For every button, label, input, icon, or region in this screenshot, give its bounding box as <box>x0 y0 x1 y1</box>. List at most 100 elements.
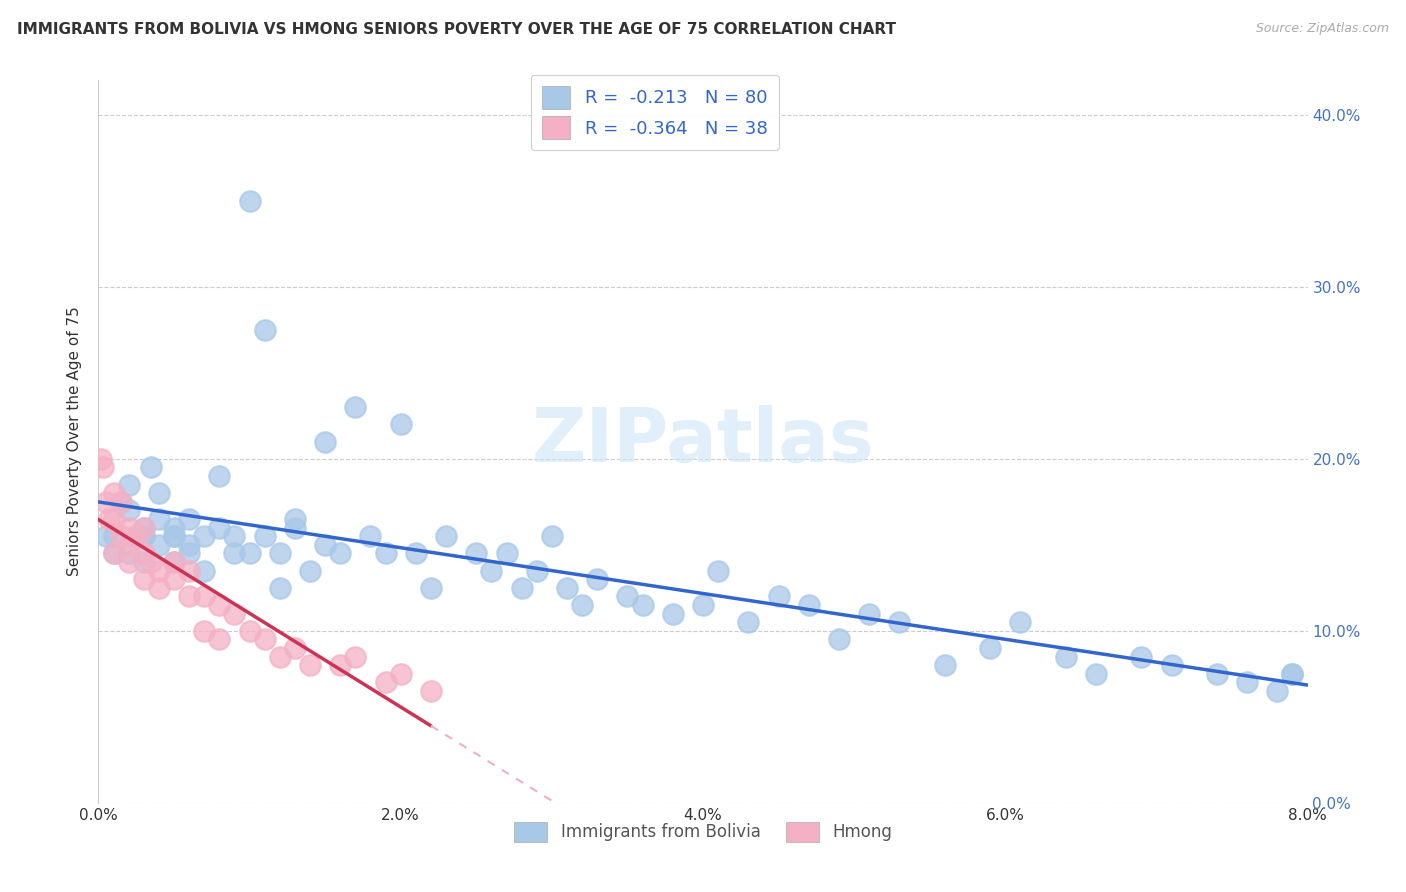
Point <box>193 590 215 604</box>
Point <box>118 520 141 534</box>
Point <box>103 512 125 526</box>
Point <box>540 529 562 543</box>
Point <box>179 564 201 578</box>
Point <box>118 555 141 569</box>
Point <box>118 503 141 517</box>
Point <box>284 640 307 655</box>
Point <box>253 323 276 337</box>
Point <box>510 581 533 595</box>
Point <box>526 564 548 578</box>
Point <box>208 520 231 534</box>
Point <box>314 538 336 552</box>
Point <box>420 581 443 595</box>
Point <box>179 590 201 604</box>
Point <box>90 451 112 466</box>
Point <box>889 615 911 630</box>
Point <box>768 590 790 604</box>
Point <box>465 546 488 560</box>
Point <box>132 520 155 534</box>
Point <box>707 564 730 578</box>
Point <box>163 555 186 569</box>
Point <box>481 564 503 578</box>
Point <box>148 538 170 552</box>
Point <box>179 538 201 552</box>
Point <box>797 598 820 612</box>
Point <box>1010 615 1032 630</box>
Point <box>661 607 683 621</box>
Point <box>118 477 141 491</box>
Point <box>148 486 170 500</box>
Y-axis label: Seniors Poverty Over the Age of 75: Seniors Poverty Over the Age of 75 <box>67 307 83 576</box>
Point <box>269 581 291 595</box>
Point <box>360 529 382 543</box>
Point <box>737 615 759 630</box>
Point <box>344 400 367 414</box>
Point <box>299 658 322 673</box>
Point <box>631 598 654 612</box>
Point <box>420 684 443 698</box>
Point <box>132 572 155 586</box>
Point <box>269 546 291 560</box>
Point <box>110 494 132 508</box>
Point <box>253 632 276 647</box>
Point <box>616 590 638 604</box>
Point <box>434 529 457 543</box>
Point <box>299 564 322 578</box>
Point <box>179 512 201 526</box>
Point <box>148 512 170 526</box>
Point <box>374 546 396 560</box>
Point <box>284 520 307 534</box>
Point <box>141 460 163 475</box>
Point <box>193 529 215 543</box>
Point <box>125 529 148 543</box>
Point <box>163 529 186 543</box>
Text: Source: ZipAtlas.com: Source: ZipAtlas.com <box>1256 22 1389 36</box>
Point <box>329 658 352 673</box>
Point <box>1206 666 1229 681</box>
Point <box>141 555 163 569</box>
Point <box>163 555 186 569</box>
Point <box>103 529 125 543</box>
Point <box>132 529 155 543</box>
Point <box>239 624 262 638</box>
Point <box>389 666 412 681</box>
Point <box>239 546 262 560</box>
Point <box>98 512 121 526</box>
Point <box>314 434 336 449</box>
Point <box>1236 675 1258 690</box>
Point <box>934 658 956 673</box>
Point <box>405 546 427 560</box>
Point <box>148 581 170 595</box>
Point <box>1160 658 1182 673</box>
Point <box>1130 649 1153 664</box>
Point <box>208 632 231 647</box>
Point <box>148 564 170 578</box>
Point <box>224 546 246 560</box>
Point <box>1267 684 1289 698</box>
Point <box>132 555 155 569</box>
Point <box>284 512 307 526</box>
Point <box>103 546 125 560</box>
Point <box>163 572 186 586</box>
Point <box>1281 666 1303 681</box>
Text: IMMIGRANTS FROM BOLIVIA VS HMONG SENIORS POVERTY OVER THE AGE OF 75 CORRELATION : IMMIGRANTS FROM BOLIVIA VS HMONG SENIORS… <box>17 22 896 37</box>
Point <box>163 520 186 534</box>
Point <box>193 564 215 578</box>
Point <box>1085 666 1108 681</box>
Point <box>555 581 578 595</box>
Point <box>94 494 117 508</box>
Point <box>344 649 367 664</box>
Point <box>208 469 231 483</box>
Point <box>179 546 201 560</box>
Point <box>389 417 412 432</box>
Point <box>224 529 246 543</box>
Point <box>132 529 155 543</box>
Point <box>979 640 1001 655</box>
Point <box>118 546 141 560</box>
Point <box>329 546 352 560</box>
Point <box>1281 666 1303 681</box>
Point <box>1054 649 1077 664</box>
Point <box>103 486 125 500</box>
Text: ZIPatlas: ZIPatlas <box>531 405 875 478</box>
Point <box>110 494 132 508</box>
